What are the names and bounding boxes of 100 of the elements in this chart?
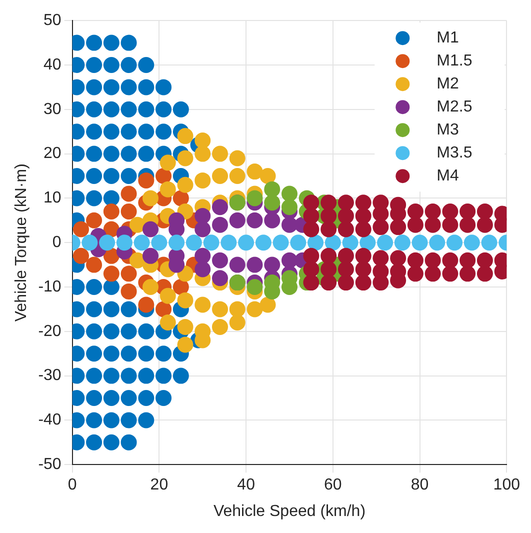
point (372, 219, 389, 236)
point (82, 234, 98, 251)
y-axis-title: Vehicle Torque (kN·m) (13, 164, 30, 322)
point (229, 256, 246, 273)
point (212, 252, 228, 268)
point (442, 266, 458, 282)
y-tick-label: -50 (38, 456, 62, 474)
point (390, 219, 406, 236)
point (303, 208, 320, 224)
point (160, 288, 176, 304)
point (212, 168, 228, 184)
point (338, 221, 354, 238)
point (424, 266, 441, 282)
y-tick-label: 10 (44, 190, 62, 207)
point (464, 234, 480, 251)
point (260, 296, 276, 313)
point (355, 248, 372, 264)
point (320, 221, 337, 238)
x-axis-title: Vehicle Speed (km/h) (213, 502, 366, 520)
point (177, 292, 194, 308)
point (355, 208, 372, 224)
point (355, 221, 372, 238)
point (320, 194, 337, 211)
point (303, 261, 320, 278)
x-tick-label: 80 (410, 476, 429, 494)
point (229, 301, 246, 318)
point (264, 194, 280, 211)
point (229, 212, 246, 228)
point (460, 266, 476, 282)
x-tick-label: 20 (150, 476, 168, 494)
point (177, 336, 194, 353)
point (424, 204, 441, 220)
point (194, 261, 211, 278)
point (460, 204, 476, 220)
point (412, 234, 428, 251)
point (238, 234, 254, 251)
point (460, 216, 476, 233)
y-tick-label: 0 (52, 234, 62, 252)
legend-label: M3.5 (436, 144, 472, 162)
point (460, 252, 476, 268)
point (424, 252, 441, 268)
point (394, 234, 410, 251)
point (442, 252, 458, 268)
point (476, 216, 493, 233)
legend-label: M3 (436, 122, 459, 139)
point (212, 301, 228, 318)
point (229, 168, 246, 184)
point (229, 314, 246, 331)
point (303, 248, 320, 264)
point (246, 212, 263, 228)
point (476, 252, 493, 268)
y-tick-label: 20 (44, 145, 62, 162)
point (338, 194, 354, 211)
point (324, 234, 341, 251)
point (73, 248, 90, 264)
point (442, 216, 458, 233)
legend-label: M2.5 (436, 98, 472, 116)
point (281, 199, 298, 216)
point (246, 256, 263, 273)
point (246, 164, 263, 180)
point (320, 248, 337, 264)
point (264, 212, 280, 228)
point (407, 266, 424, 282)
x-tick-label: 0 (68, 476, 77, 494)
x-tick-label: 60 (324, 476, 342, 494)
point (142, 248, 159, 264)
point (120, 204, 137, 220)
point (138, 296, 154, 313)
point (160, 181, 176, 198)
point (194, 296, 211, 313)
legend-label: M2 (436, 76, 459, 93)
point (481, 234, 498, 251)
point (168, 234, 185, 251)
point (260, 168, 276, 184)
point (476, 266, 493, 282)
point (355, 274, 372, 291)
point (446, 234, 463, 251)
point (103, 266, 120, 282)
point (320, 208, 337, 224)
point (424, 216, 441, 233)
point (355, 261, 372, 278)
point (212, 270, 228, 286)
point (338, 261, 354, 278)
legend-label: M1 (436, 30, 459, 47)
x-tick-label: 40 (237, 476, 256, 494)
point (246, 279, 263, 295)
point (390, 250, 406, 266)
point (476, 204, 493, 220)
point (246, 190, 263, 206)
point (138, 172, 154, 188)
point (194, 132, 211, 148)
y-tick-label: 50 (44, 12, 62, 30)
point (338, 274, 354, 291)
y-tick-label: 30 (44, 100, 62, 118)
point (142, 221, 159, 238)
point (442, 204, 458, 220)
point (220, 234, 237, 251)
point (372, 250, 389, 266)
y-tick-label: -20 (38, 322, 62, 340)
point (116, 234, 132, 251)
